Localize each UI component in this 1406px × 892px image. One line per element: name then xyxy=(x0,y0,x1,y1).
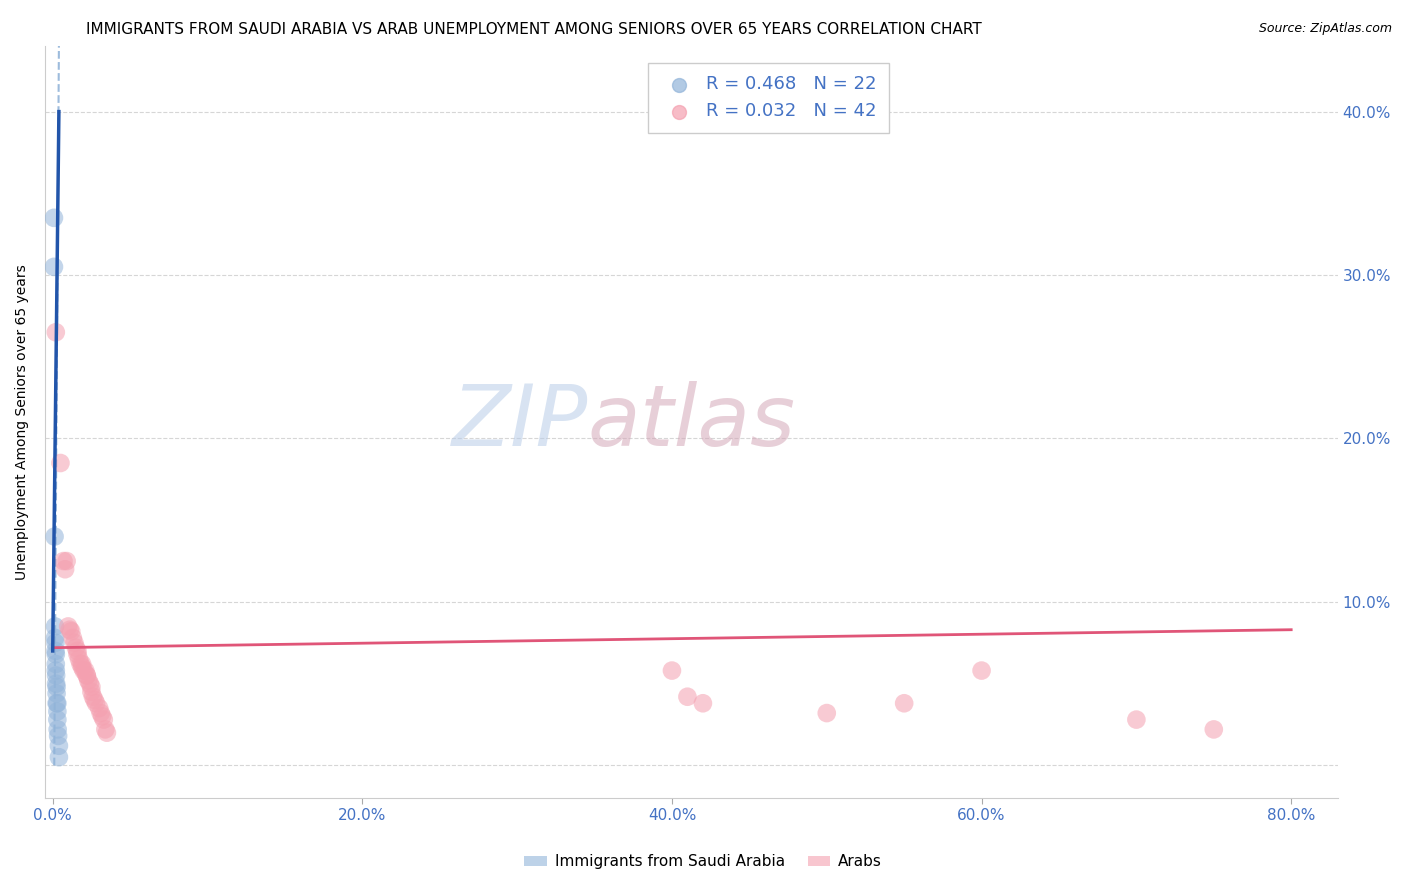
Point xyxy=(90,706,112,720)
Point xyxy=(45,668,67,682)
Point xyxy=(676,690,699,704)
Point xyxy=(692,696,714,710)
Point xyxy=(48,750,70,764)
Point xyxy=(73,664,96,678)
Point xyxy=(45,664,67,678)
Point xyxy=(1202,723,1225,737)
Point xyxy=(60,624,83,639)
Point xyxy=(46,705,69,719)
Point xyxy=(67,652,90,666)
Point xyxy=(80,680,103,694)
Y-axis label: Unemployment Among Seniors over 65 years: Unemployment Among Seniors over 65 years xyxy=(15,264,30,580)
Point xyxy=(63,636,86,650)
Text: ZIP: ZIP xyxy=(451,381,588,464)
Point xyxy=(970,664,993,678)
Point xyxy=(45,676,67,690)
Point xyxy=(52,554,75,568)
Point xyxy=(45,696,67,710)
Point xyxy=(53,562,76,576)
Point xyxy=(44,619,66,633)
Point xyxy=(893,696,915,710)
Text: Source: ZipAtlas.com: Source: ZipAtlas.com xyxy=(1258,22,1392,36)
Point xyxy=(45,647,67,661)
Point xyxy=(96,725,118,739)
Point xyxy=(76,668,98,682)
Point xyxy=(45,325,67,339)
Text: IMMIGRANTS FROM SAUDI ARABIA VS ARAB UNEMPLOYMENT AMONG SENIORS OVER 65 YEARS CO: IMMIGRANTS FROM SAUDI ARABIA VS ARAB UNE… xyxy=(86,22,983,37)
Point xyxy=(62,631,84,645)
Point xyxy=(46,713,69,727)
Point xyxy=(83,693,105,707)
Point xyxy=(75,664,97,678)
Point xyxy=(44,530,66,544)
Point xyxy=(44,631,66,645)
Point xyxy=(815,706,838,720)
Point xyxy=(65,640,87,655)
Point xyxy=(48,739,70,753)
Point xyxy=(46,723,69,737)
Point xyxy=(45,657,67,671)
Point xyxy=(44,636,66,650)
Point xyxy=(1125,713,1147,727)
Point xyxy=(42,260,65,274)
Point xyxy=(55,554,77,568)
Point xyxy=(66,647,89,661)
Point xyxy=(49,456,72,470)
Point xyxy=(84,696,107,710)
Point xyxy=(76,668,98,682)
Legend: R = 0.468   N = 22, R = 0.032   N = 42: R = 0.468 N = 22, R = 0.032 N = 42 xyxy=(648,62,890,133)
Legend: Immigrants from Saudi Arabia, Arabs: Immigrants from Saudi Arabia, Arabs xyxy=(517,848,889,875)
Point xyxy=(82,690,104,704)
Point xyxy=(46,729,69,743)
Point xyxy=(77,673,100,688)
Point xyxy=(44,644,66,658)
Point xyxy=(46,696,69,710)
Point xyxy=(661,664,683,678)
Point xyxy=(80,685,103,699)
Text: atlas: atlas xyxy=(588,381,796,464)
Point xyxy=(79,676,101,690)
Point xyxy=(69,657,91,671)
Point xyxy=(58,619,80,633)
Point xyxy=(70,660,93,674)
Point xyxy=(89,701,111,715)
Point xyxy=(45,680,67,694)
Point xyxy=(91,709,114,723)
Point xyxy=(66,644,89,658)
Point xyxy=(70,657,93,671)
Point xyxy=(45,686,67,700)
Point xyxy=(42,211,65,225)
Point xyxy=(94,723,117,737)
Point xyxy=(59,623,82,637)
Point xyxy=(93,713,115,727)
